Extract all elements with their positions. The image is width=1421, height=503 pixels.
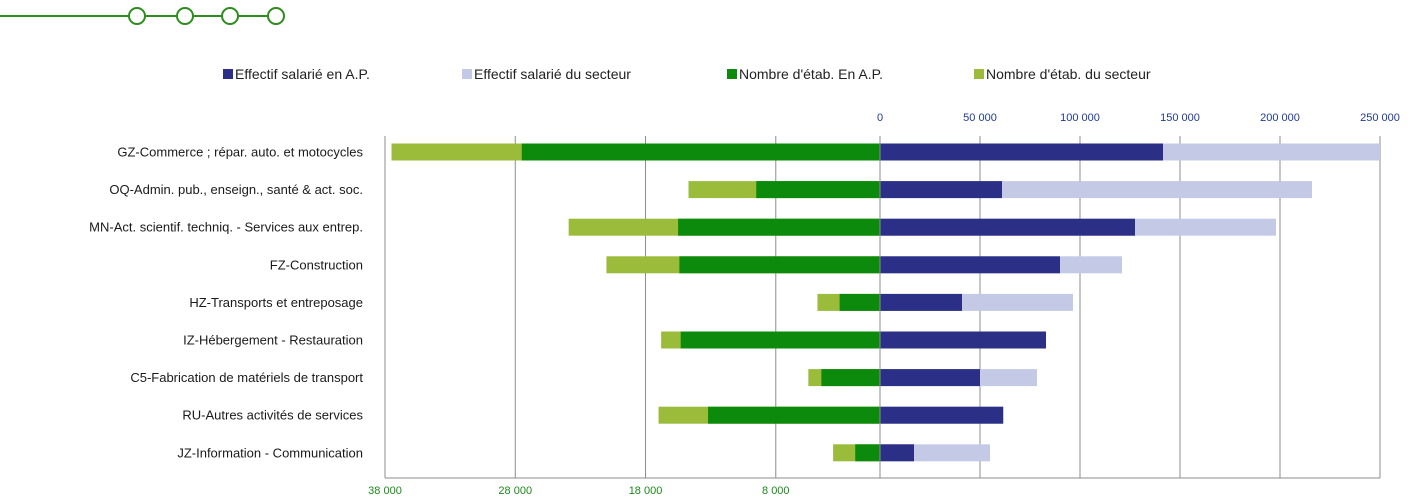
bar-etab-ap [821,369,880,387]
bar-effectif-ap [880,331,1046,349]
bar-effectif-ap [880,444,914,462]
top-axis-tick-label: 200 000 [1260,112,1300,124]
category-label: OQ-Admin. pub., enseign., santé & act. s… [109,182,363,197]
category-label: MN-Act. scientif. techniq. - Services au… [89,220,363,235]
legend-swatch [223,69,233,79]
category-label: RU-Autres activités de services [182,408,363,423]
bottom-axis-tick-label: 18 000 [629,485,663,497]
bar-effectif-ap [880,218,1135,236]
legend-label: Effectif salarié du secteur [474,66,631,82]
legend-swatch [974,69,984,79]
legend-label: Effectif salarié en A.P. [235,66,370,82]
legend-swatch [727,69,737,79]
bar-etab-ap [521,143,880,161]
bar-effectif-ap [880,181,1002,199]
bottom-axis-tick-label: 8 000 [762,485,790,497]
bar-etab-ap [708,406,880,424]
axes: 0 50 000 100 000 150 000 200 000 250 000 38 00… [368,112,1400,497]
bar-effectif-ap [880,293,962,311]
category-label: JZ-Information - Communication [177,445,363,460]
bar-etab-ap [855,444,880,462]
legend-label: Nombre d'étab. du secteur [986,66,1151,82]
category-label: C5-Fabrication de matériels de transport [130,370,363,385]
bottom-axis-tick-label: 28 000 [498,485,532,497]
bar-effectif-ap [880,369,980,387]
bar-effectif-ap [880,256,1060,274]
bottom-axis-tick-label: 38 000 [368,485,402,497]
top-axis-tick-label: 50 000 [963,112,997,124]
top-axis-tick-label: 100 000 [1060,112,1100,124]
category-label: GZ-Commerce ; répar. auto. et motocycles [117,145,363,160]
legend-swatch [462,69,472,79]
bar-effectif-ap [880,143,1163,161]
legend-label: Nombre d'étab. En A.P. [739,66,883,82]
category-label: FZ-Construction [270,257,363,272]
category-label: IZ-Hébergement - Restauration [183,333,363,348]
bar-etab-ap [756,181,880,199]
bar-etab-ap [678,218,880,236]
chain-of-circles-icon [0,7,285,25]
bars [391,143,1380,462]
legend: Effectif salarié en A.P. Effectif salarié… [223,66,1151,82]
bar-etab-ap [839,293,880,311]
category-label: HZ-Transports et entreposage [189,295,363,310]
bar-etab-ap [680,331,880,349]
top-axis-tick-label: 250 000 [1360,112,1400,124]
bar-etab-ap [679,256,880,274]
top-axis-tick-label: 0 [877,112,883,124]
category-labels: GZ-Commerce ; répar. auto. et motocycles… [89,145,363,461]
bar-effectif-ap [880,406,1003,424]
top-axis-tick-label: 150 000 [1160,112,1200,124]
